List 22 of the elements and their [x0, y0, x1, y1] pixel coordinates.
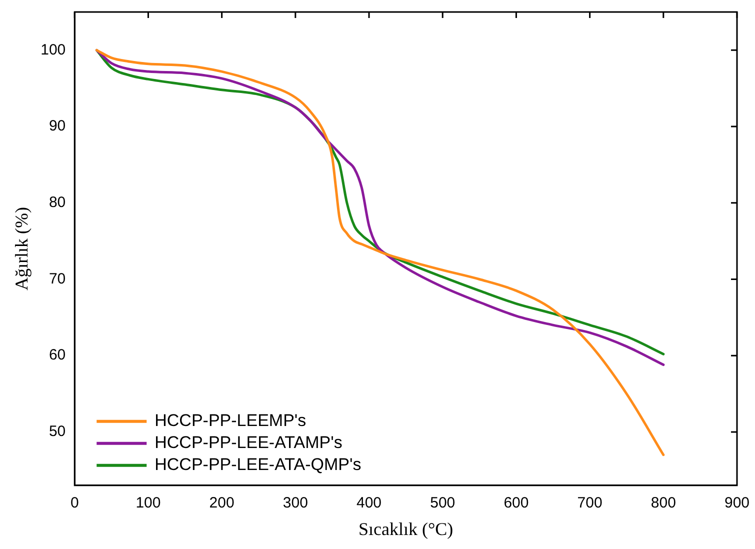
legend-label: HCCP-PP-LEE-ATA-QMP's [154, 455, 362, 474]
y-tick-label: 70 [48, 270, 66, 288]
y-tick-label: 60 [48, 346, 66, 364]
legend-label: HCCP-PP-LEEMP's [154, 411, 306, 430]
x-tick-label: 600 [504, 494, 529, 512]
y-tick-label: 100 [40, 41, 66, 58]
line-series [95, 48, 665, 456]
y-tick-label: 80 [48, 194, 66, 212]
y-axis-title: Ağırlık (%) [12, 206, 32, 290]
x-tick-label: 500 [430, 494, 456, 512]
x-axis-title: Sıcaklık (°C) [358, 518, 454, 539]
x-tick-label: 400 [356, 494, 382, 512]
x-tick-label: 0 [70, 494, 79, 512]
x-tick-label: 800 [650, 494, 676, 512]
x-tick-label: 100 [136, 494, 161, 512]
x-tick-label: 900 [724, 494, 750, 512]
x-tick-label: 700 [577, 494, 602, 512]
x-tick-label: 300 [282, 494, 308, 512]
x-tick-label: 200 [209, 494, 234, 512]
y-tick-label: 50 [48, 423, 66, 440]
legend-label: HCCP-PP-LEE-ATAMP's [154, 433, 342, 452]
y-tick-label: 90 [48, 118, 66, 135]
